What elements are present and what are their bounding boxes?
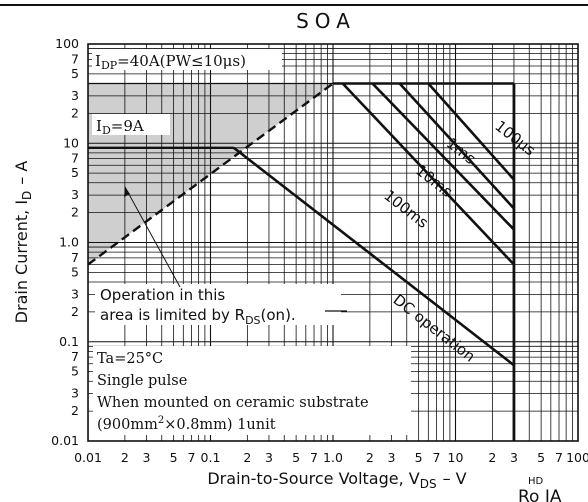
- x-tick-label: 5: [292, 450, 300, 465]
- x-tick-label: 3: [387, 450, 395, 465]
- x-tick-label: 2: [121, 450, 129, 465]
- x-tick-label: 7: [188, 450, 196, 465]
- y-tick-label: 7: [71, 250, 79, 265]
- condition-substrate: (900mm2×0.8mm) 1unit: [97, 415, 276, 433]
- idp-label: IDP=40A(PW≤10μs): [95, 52, 246, 72]
- y-tick-label: 3: [71, 286, 79, 301]
- condition-ta: Ta=25°C: [97, 351, 163, 367]
- corner-text-ro: Ro IA: [518, 487, 562, 502]
- y-tick-label: 5: [71, 364, 79, 379]
- condition-mount: When mounted on ceramic substrate: [97, 395, 369, 411]
- x-tick-label: 0.01: [74, 450, 102, 465]
- soa-curve-3: [341, 82, 515, 266]
- x-tick-label: 7: [555, 450, 563, 465]
- y-tick-label: 10: [63, 135, 79, 150]
- y-tick-label: 3: [71, 88, 79, 103]
- operation-note-box: [95, 284, 341, 325]
- y-tick-label: 7: [71, 151, 79, 166]
- x-tick-label: 2: [366, 450, 374, 465]
- operation-note-line2: area is limited by RDS(on).: [100, 306, 296, 327]
- y-tick-label: 0.01: [51, 433, 79, 448]
- conditions-box: [93, 346, 411, 435]
- rds-on-limit-line: [88, 82, 334, 266]
- x-tick-label: 3: [510, 450, 518, 465]
- y-axis-title: Drain Current, ID– A: [12, 161, 34, 324]
- chart-title: SOA: [296, 9, 356, 33]
- soa-curve-0: [427, 82, 515, 181]
- id-label: ID=9A: [96, 117, 144, 137]
- y-tick-label: 5: [71, 66, 79, 81]
- soa-curve-1: [398, 82, 515, 210]
- idp-label-box: [92, 49, 282, 70]
- x-tick-label: 10: [448, 450, 464, 465]
- x-tick-label: 2: [488, 450, 496, 465]
- plot-border: [87, 43, 579, 442]
- y-tick-label: 100: [55, 36, 79, 51]
- series-label-100ms: 100ms: [380, 186, 431, 232]
- y-tick-label: 5: [71, 165, 79, 180]
- y-tick-label: 0.1: [59, 334, 79, 349]
- y-tick-label: 7: [71, 349, 79, 364]
- operation-note-arrowhead: [124, 187, 130, 197]
- x-tick-label: 100: [566, 450, 588, 465]
- x-tick-label: 1.0: [323, 450, 343, 465]
- y-tick-label: 3: [71, 187, 79, 202]
- operation-note-arrow: [124, 186, 181, 288]
- x-tick-label: 7: [310, 450, 318, 465]
- y-tick-label: 2: [71, 105, 79, 120]
- soa-curve-2: [371, 82, 515, 231]
- y-tick-label: 7: [71, 51, 79, 66]
- soa-curve-4: [233, 146, 515, 367]
- x-tick-label: 3: [142, 450, 150, 465]
- y-tick-label: 2: [71, 304, 79, 319]
- y-tick-label: 2: [71, 403, 79, 418]
- x-tick-label: 3: [265, 450, 273, 465]
- x-tick-label: 7: [433, 450, 441, 465]
- id-label-box: [92, 114, 170, 135]
- y-tick-label: 3: [71, 386, 79, 401]
- x-tick-label: 5: [415, 450, 423, 465]
- x-tick-label: 0.1: [201, 450, 221, 465]
- x-tick-label: 5: [170, 450, 178, 465]
- condition-pulse: Single pulse: [97, 373, 187, 389]
- operation-note-line1: Operation in this: [100, 286, 225, 304]
- x-tick-label: 5: [537, 450, 545, 465]
- x-axis-title: Drain-to-Source Voltage, VDS – V: [207, 469, 466, 491]
- corner-text-hd: HD: [528, 476, 544, 487]
- y-tick-label: 5: [71, 264, 79, 279]
- x-tick-label: 2: [243, 450, 251, 465]
- y-tick-label: 1.0: [59, 235, 79, 250]
- y-tick-label: 2: [71, 205, 79, 220]
